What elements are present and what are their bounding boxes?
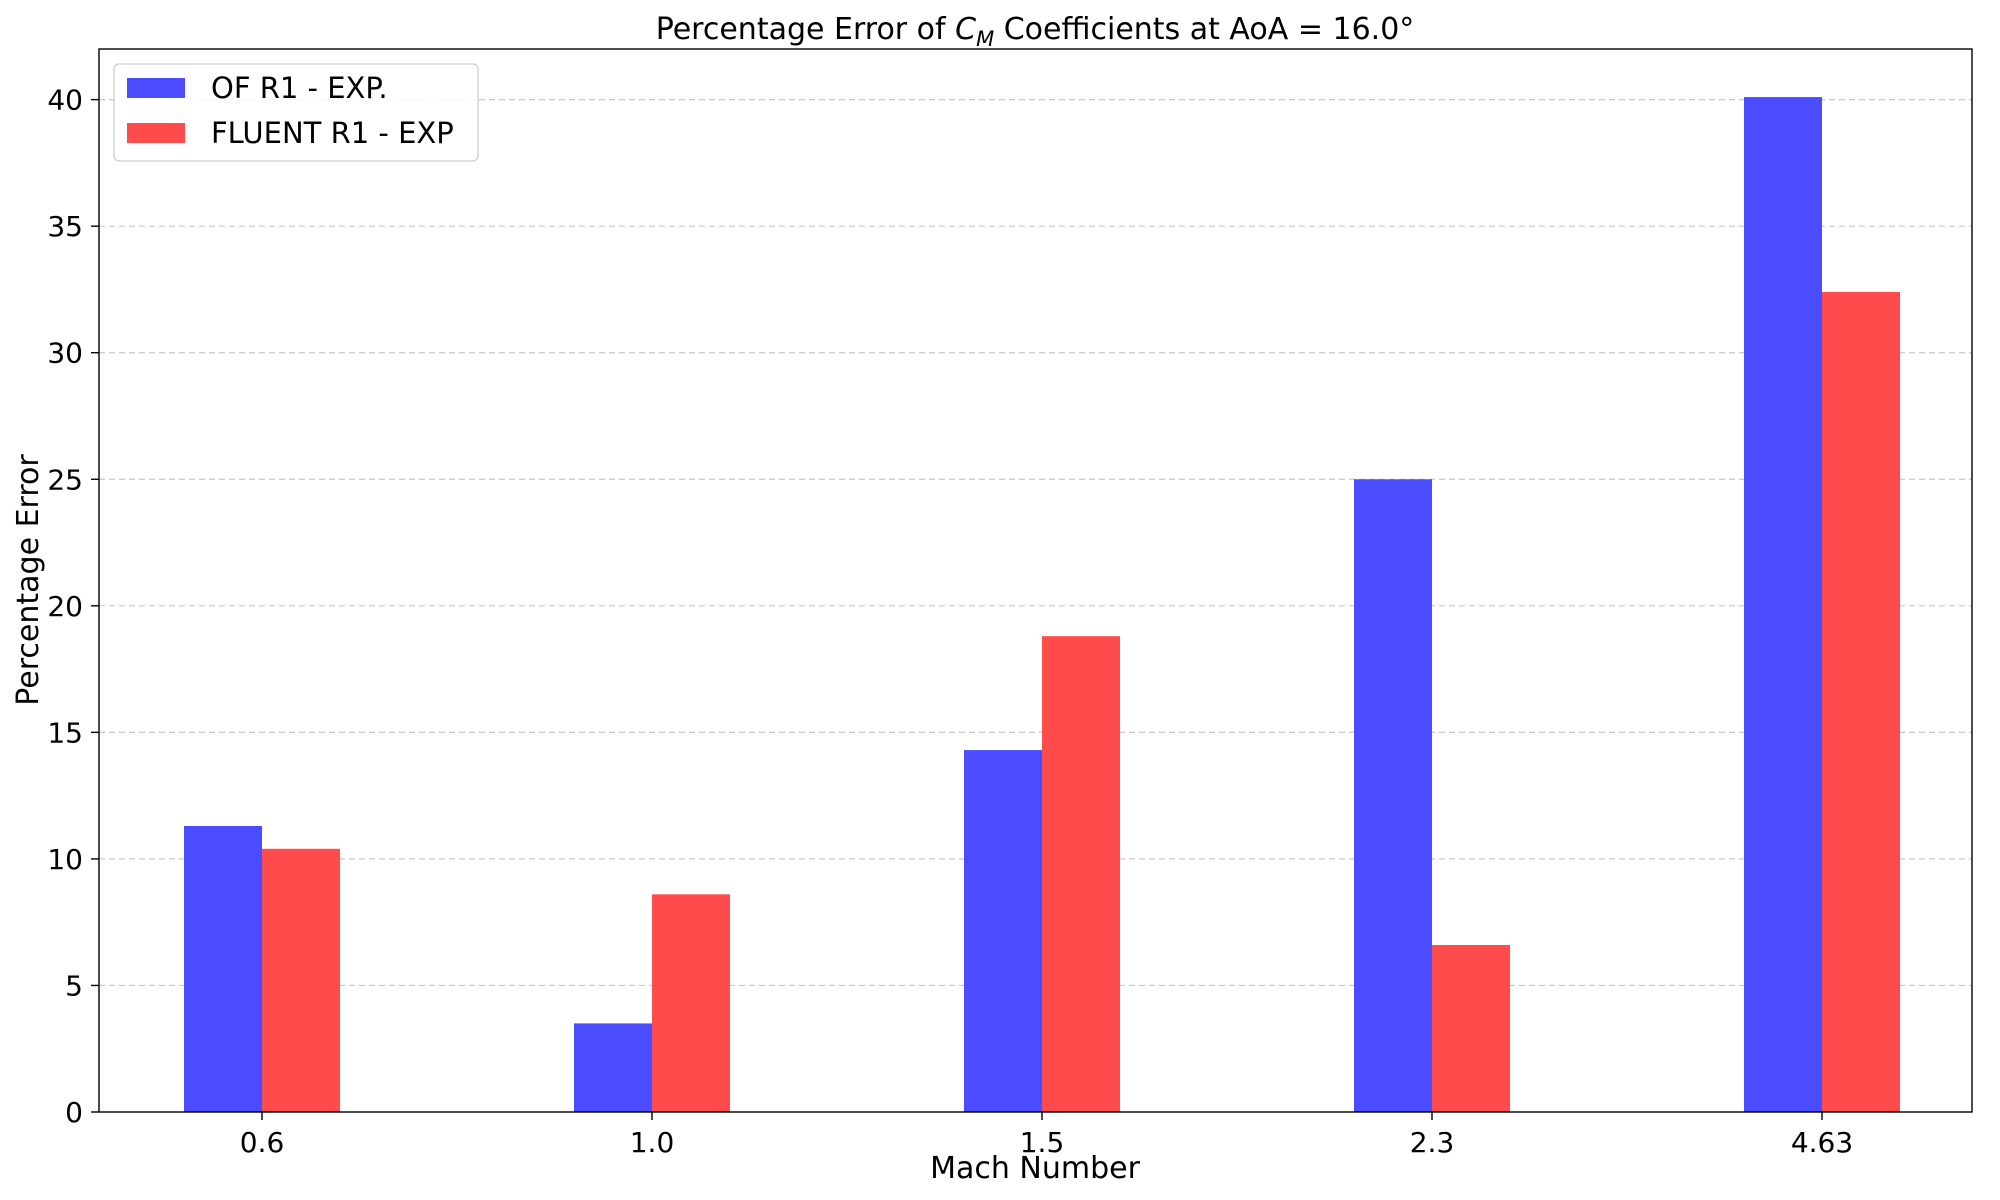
y-tick-label: 20 (47, 590, 83, 623)
legend: OF R1 - EXP. FLUENT R1 - EXP (113, 63, 479, 162)
y-tick-label: 5 (65, 969, 83, 1002)
y-tick-label: 25 (47, 463, 83, 496)
bar-series1-1.5 (1042, 636, 1120, 1112)
y-tick-label: 40 (47, 84, 83, 117)
bar-series0-4.63 (1744, 97, 1822, 1113)
y-tick-label: 30 (47, 337, 83, 370)
legend-label-of-r1: OF R1 - EXP. (211, 71, 388, 105)
x-tick-label: 2.3 (1410, 1126, 1455, 1159)
bar-series1-4.63 (1822, 291, 1900, 1112)
chart-title: Percentage Error of CM Coefficients at A… (656, 12, 1415, 51)
y-axis-label: Percentage Error (11, 454, 46, 706)
y-tick-label: 10 (47, 843, 83, 876)
grid-lines (99, 99, 1972, 987)
legend-swatch-fluent-r1 (127, 123, 185, 143)
x-tick-label: 4.63 (1791, 1126, 1853, 1159)
bar-series1-0.6 (262, 848, 340, 1112)
bar-series0-2.3 (1354, 479, 1432, 1112)
plot-frame (98, 48, 1973, 1113)
x-tick-label: 1.5 (1020, 1126, 1065, 1159)
y-tick-label: 15 (47, 716, 83, 749)
bar-series0-1.0 (574, 1023, 652, 1112)
y-tick-label: 0 (65, 1096, 83, 1129)
bars (184, 97, 1900, 1113)
y-tick-label: 35 (47, 210, 83, 243)
y-axis-ticks: 0 5 10 15 20 25 30 35 40 (47, 84, 99, 1129)
bar-series0-1.5 (964, 750, 1042, 1112)
legend-label-fluent-r1: FLUENT R1 - EXP (211, 116, 454, 150)
bar-series0-0.6 (184, 826, 262, 1112)
x-tick-label: 1.0 (630, 1126, 675, 1159)
bar-series1-2.3 (1432, 944, 1510, 1112)
bar-series1-1.0 (652, 894, 730, 1112)
x-axis-label: Mach Number (930, 1151, 1140, 1186)
legend-box (113, 63, 479, 162)
legend-swatch-of-r1 (127, 78, 185, 98)
x-axis-ticks: 0.6 1.0 1.5 2.3 4.63 (240, 1112, 1853, 1159)
x-tick-label: 0.6 (240, 1126, 285, 1159)
